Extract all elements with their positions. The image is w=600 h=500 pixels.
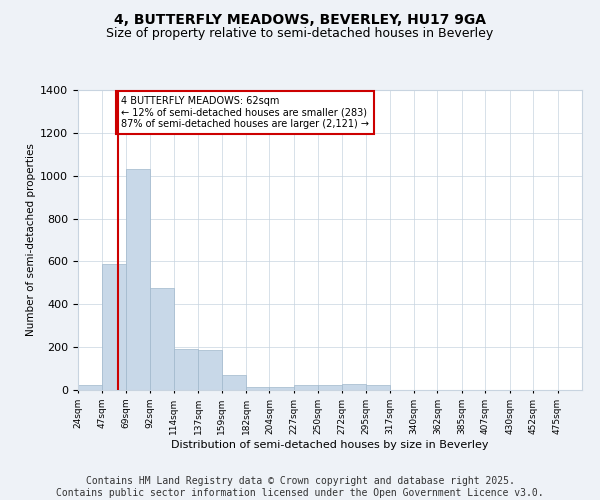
Bar <box>126 170 151 390</box>
Text: Contains HM Land Registry data © Crown copyright and database right 2025.
Contai: Contains HM Land Registry data © Crown c… <box>56 476 544 498</box>
Bar <box>173 350 198 390</box>
Text: 4, BUTTERFLY MEADOWS, BEVERLEY, HU17 9GA: 4, BUTTERFLY MEADOWS, BEVERLEY, HU17 9GA <box>114 12 486 26</box>
Bar <box>341 384 366 390</box>
Bar <box>294 384 319 390</box>
Y-axis label: Number of semi-detached properties: Number of semi-detached properties <box>26 144 36 336</box>
Bar <box>103 264 126 390</box>
X-axis label: Distribution of semi-detached houses by size in Beverley: Distribution of semi-detached houses by … <box>171 440 489 450</box>
Bar <box>269 387 294 390</box>
Bar <box>78 384 103 390</box>
Bar <box>246 387 269 390</box>
Text: Size of property relative to semi-detached houses in Beverley: Size of property relative to semi-detach… <box>106 28 494 40</box>
Bar <box>151 288 173 390</box>
Bar <box>366 384 389 390</box>
Bar <box>198 350 221 390</box>
Text: 4 BUTTERFLY MEADOWS: 62sqm
← 12% of semi-detached houses are smaller (283)
87% o: 4 BUTTERFLY MEADOWS: 62sqm ← 12% of semi… <box>121 96 369 129</box>
Bar <box>319 384 341 390</box>
Bar <box>221 375 246 390</box>
